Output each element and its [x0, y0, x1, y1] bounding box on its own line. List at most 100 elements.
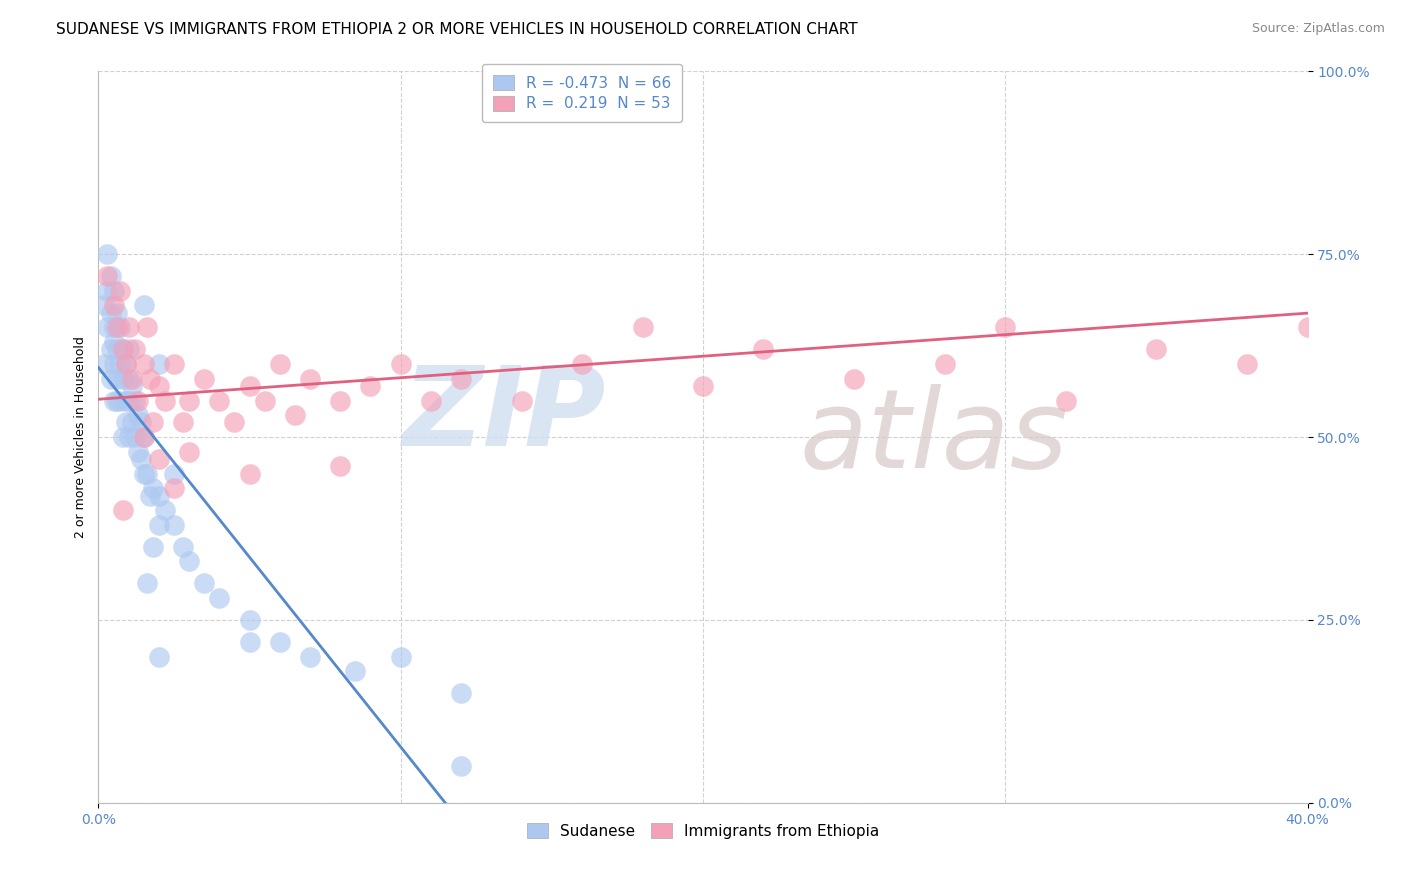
Point [103, 298, 125, 312]
Point [148, 379, 170, 393]
Point [118, 430, 141, 444]
Point [111, 343, 134, 357]
Point [121, 379, 143, 393]
Point [172, 540, 194, 554]
Point [329, 393, 352, 408]
Point [360, 379, 382, 393]
Point [1296, 320, 1319, 334]
Point [148, 452, 170, 467]
Point [239, 613, 262, 627]
Point [172, 416, 194, 430]
Point [631, 320, 654, 334]
Point [103, 320, 125, 334]
Point [96, 247, 118, 261]
Point [127, 444, 149, 458]
Point [118, 343, 141, 357]
Point [100, 343, 122, 357]
Point [114, 357, 136, 371]
Point [139, 371, 162, 385]
Point [93, 298, 115, 312]
Point [179, 393, 201, 408]
Point [121, 416, 143, 430]
Point [121, 371, 143, 385]
Point [118, 371, 141, 385]
Point [114, 393, 136, 408]
Legend: Sudanese, Immigrants from Ethiopia: Sudanese, Immigrants from Ethiopia [519, 815, 887, 847]
Point [127, 393, 149, 408]
Point [100, 306, 122, 320]
Text: SUDANESE VS IMMIGRANTS FROM ETHIOPIA 2 OR MORE VEHICLES IN HOUSEHOLD CORRELATION: SUDANESE VS IMMIGRANTS FROM ETHIOPIA 2 O… [56, 22, 858, 37]
Point [100, 269, 122, 284]
Point [132, 357, 155, 371]
Point [132, 430, 155, 444]
Point [571, 357, 593, 371]
Point [239, 635, 262, 649]
Point [124, 343, 146, 357]
Point [105, 343, 128, 357]
Point [269, 357, 291, 371]
Point [450, 686, 472, 700]
Point [208, 393, 231, 408]
Point [127, 408, 149, 422]
Point [934, 357, 956, 371]
Point [253, 393, 276, 408]
Point [103, 334, 125, 349]
Point [135, 467, 157, 481]
Point [163, 517, 186, 532]
Point [103, 357, 125, 371]
Point [139, 489, 162, 503]
Point [752, 343, 775, 357]
Point [129, 452, 152, 467]
Point [103, 393, 125, 408]
Point [1144, 343, 1167, 357]
Point [153, 503, 176, 517]
Point [105, 371, 128, 385]
Point [96, 284, 118, 298]
Point [111, 430, 134, 444]
Text: Source: ZipAtlas.com: Source: ZipAtlas.com [1251, 22, 1385, 36]
Point [111, 371, 134, 385]
Point [994, 320, 1017, 334]
Point [114, 416, 136, 430]
Point [132, 467, 155, 481]
Point [108, 320, 131, 334]
Point [1236, 357, 1258, 371]
Text: ZIP: ZIP [402, 361, 606, 468]
Point [148, 357, 170, 371]
Point [692, 379, 714, 393]
Point [269, 635, 291, 649]
Point [105, 306, 128, 320]
Point [132, 430, 155, 444]
Point [193, 371, 215, 385]
Point [389, 649, 412, 664]
Point [114, 357, 136, 371]
Point [135, 320, 157, 334]
Point [100, 371, 122, 385]
Point [450, 759, 472, 773]
Point [148, 517, 170, 532]
Point [96, 269, 118, 284]
Text: atlas: atlas [800, 384, 1069, 491]
Point [103, 284, 125, 298]
Point [153, 393, 176, 408]
Point [108, 284, 131, 298]
Point [96, 320, 118, 334]
Point [118, 393, 141, 408]
Point [142, 481, 165, 495]
Point [193, 576, 215, 591]
Point [129, 416, 152, 430]
Point [844, 371, 866, 385]
Point [105, 393, 128, 408]
Y-axis label: 2 or more Vehicles in Household: 2 or more Vehicles in Household [75, 336, 87, 538]
Point [108, 357, 131, 371]
Point [239, 467, 262, 481]
Point [239, 379, 262, 393]
Point [163, 481, 186, 495]
Point [148, 649, 170, 664]
Point [389, 357, 412, 371]
Point [329, 459, 352, 474]
Point [163, 467, 186, 481]
Point [148, 489, 170, 503]
Point [450, 371, 472, 385]
Point [93, 357, 115, 371]
